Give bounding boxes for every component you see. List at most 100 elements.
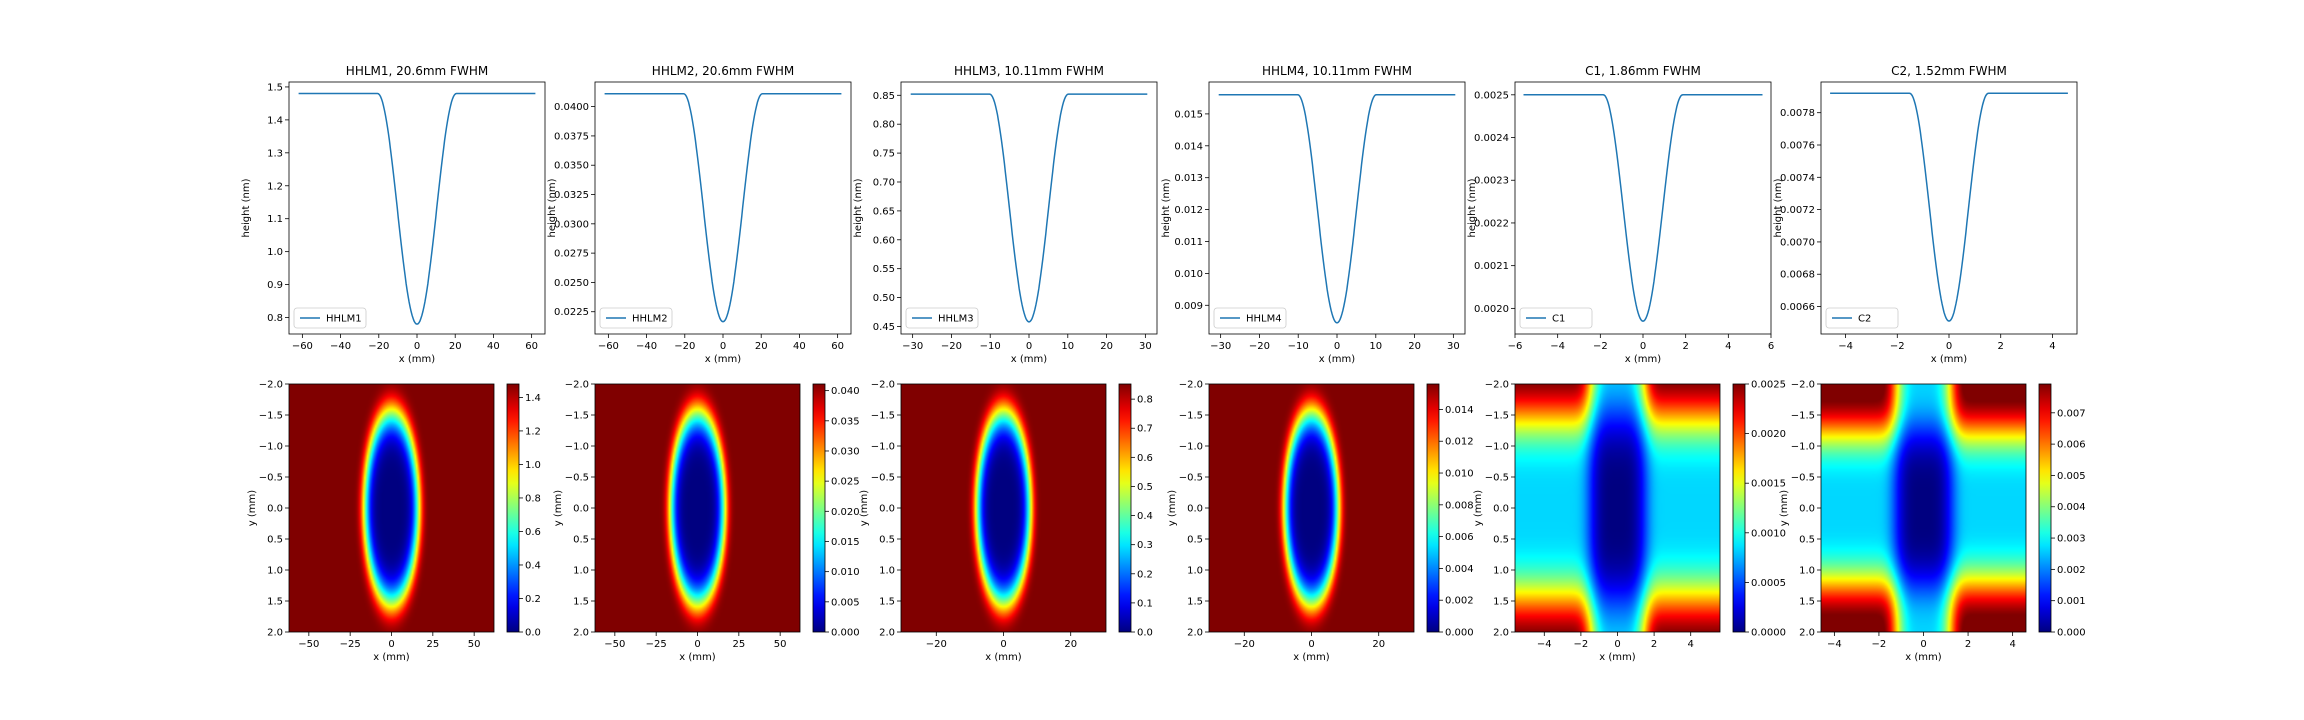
y-tick-label: 0.0 (267, 504, 283, 515)
y-tick-label: 0.0300 (554, 219, 589, 230)
x-tick-label: 20 (755, 341, 768, 352)
y-tick-label: 0.012 (1174, 205, 1203, 216)
chart-title: HHLM2, 20.6mm FWHM (652, 64, 794, 78)
x-tick-label: 25 (426, 639, 439, 650)
y-tick-label: 0.015 (1174, 109, 1203, 120)
x-tick-label: −2 (1872, 639, 1887, 650)
y-tick-label: 0.013 (1174, 173, 1203, 184)
y-tick-label: 0.8 (267, 313, 283, 324)
colorbar-tick-label: 0.6 (1137, 453, 1153, 464)
y-tick-label: 2.0 (1493, 628, 1509, 639)
x-tick-label: 10 (1061, 341, 1074, 352)
colorbar-tick-label: 0.7 (1137, 424, 1153, 435)
colorbar-tick-label: 0.020 (831, 507, 860, 518)
colorbar-tick-label: 0.007 (2057, 408, 2086, 419)
legend: HHLM1 (293, 307, 367, 329)
colorbar-tick-label: 0.010 (831, 567, 860, 578)
x-tick-label: −20 (1249, 341, 1270, 352)
y-tick-label: 0.85 (873, 91, 895, 102)
x-tick-label: 2 (1965, 639, 1971, 650)
x-tick-label: −4 (1537, 639, 1552, 650)
y-tick-label: 0.011 (1174, 237, 1203, 248)
y-tick-label: 2.0 (1187, 628, 1203, 639)
chart-title: HHLM3, 10.11mm FWHM (954, 64, 1104, 78)
y-axis-label: height (nm) (241, 178, 252, 237)
axes-frame (288, 81, 546, 335)
y-tick-label: 0.5 (1187, 535, 1203, 546)
x-tick-label: 20 (1372, 639, 1385, 650)
y-tick-label: 0.0400 (554, 102, 589, 113)
x-tick-label: −4 (1838, 341, 1853, 352)
series-line (604, 92, 842, 323)
x-tick-label: 25 (732, 639, 745, 650)
line-chart-3: HHLM3, 10.11mm FWHM −30 −20 −10 0 10 20 30 0.45 0… (853, 64, 1158, 365)
y-tick-label: 0.0070 (1780, 237, 1815, 248)
y-tick-label: 0.009 (1174, 301, 1203, 312)
colorbar-tick-label: 0.002 (1445, 596, 1474, 607)
line-chart-5: C1, 1.86mm FWHM −6 −4 −2 0 2 4 6 0.0020 0.0021 0.0… (1467, 64, 1774, 365)
y-tick-label: 0.0074 (1780, 173, 1815, 184)
colorbar-gradient (1118, 383, 1132, 633)
y-tick-label: 0.0 (1187, 504, 1203, 515)
y-tick-label: 1.4 (267, 115, 283, 126)
x-axis-label: x (mm) (1625, 354, 1661, 365)
heatmap-image (1821, 384, 2026, 632)
y-tick-label: 1.5 (1493, 597, 1509, 608)
y-tick-label: 0.5 (267, 535, 283, 546)
y-tick-label: −1.0 (1791, 442, 1815, 453)
y-tick-label: 0.0066 (1780, 302, 1815, 313)
y-tick-label: −1.5 (871, 411, 895, 422)
legend: HHLM3 (905, 307, 979, 329)
y-tick-label: 0.0022 (1474, 218, 1509, 229)
colorbar-tick-label: 0.0020 (1751, 429, 1786, 440)
heatmap-4: −20 0 20 −2.0 −1.5 −1.0 −0.5 0.0 0.5 1.0 1.5 2.0 x (… (1167, 380, 1474, 664)
colorbar-tick-label: 0.001 (2057, 596, 2086, 607)
axes-frame (594, 81, 852, 335)
x-tick-label: −30 (1210, 341, 1231, 352)
y-tick-label: 0.0068 (1780, 270, 1815, 281)
chart-title: C1, 1.86mm FWHM (1585, 64, 1701, 78)
line-chart-6: C2, 1.52mm FWHM −4 −2 0 2 4 0.0066 0.0068 0.0070… (1773, 64, 2078, 365)
legend-box (1519, 307, 1593, 329)
y-tick-label: −1.5 (259, 411, 283, 422)
colorbar-gradient (812, 383, 826, 633)
colorbar-tick-label: 0.0 (525, 628, 541, 639)
y-tick-label: 0.0 (573, 504, 589, 515)
x-tick-label: −25 (646, 639, 667, 650)
colorbar-tick-label: 0.0025 (1751, 380, 1786, 391)
x-axis-label: x (mm) (985, 652, 1021, 663)
colorbar-tick-label: 0.2 (1137, 569, 1153, 580)
y-tick-label: −1.0 (565, 442, 589, 453)
axes-frame (1514, 81, 1772, 335)
colorbar-tick-label: 0.008 (1445, 500, 1474, 511)
y-tick-label: −0.5 (565, 473, 589, 484)
y-tick-label: 0.0023 (1474, 176, 1509, 187)
x-axis-label: x (mm) (1931, 354, 1967, 365)
x-axis-label: x (mm) (1293, 652, 1329, 663)
y-tick-label: 0.0024 (1474, 133, 1509, 144)
x-tick-label: 4 (1725, 341, 1731, 352)
x-tick-label: 20 (449, 341, 462, 352)
heatmap-6: −4 −2 0 2 4 −2.0 −1.5 −1.0 −0.5 0.0 0.5 1.0 1.5 2.0 x … (1779, 380, 2086, 664)
colorbar-tick-label: 0.000 (2057, 628, 2086, 639)
x-tick-label: −20 (674, 341, 695, 352)
x-tick-label: −2 (1593, 341, 1608, 352)
colorbar-tick-label: 0.025 (831, 477, 860, 488)
colorbar-tick-label: 0.006 (2057, 440, 2086, 451)
colorbar-tick-label: 0.8 (525, 493, 541, 504)
x-tick-label: 0 (694, 639, 700, 650)
x-tick-label: −50 (298, 639, 319, 650)
x-tick-label: −10 (980, 341, 1001, 352)
y-tick-label: 2.0 (879, 628, 895, 639)
y-tick-label: 1.5 (879, 597, 895, 608)
y-tick-label: 1.0 (1187, 566, 1203, 577)
x-axis-label: x (mm) (705, 354, 741, 365)
x-tick-label: −40 (330, 341, 351, 352)
y-tick-label: 0.5 (879, 535, 895, 546)
colorbar-tick-label: 0.3 (1137, 540, 1153, 551)
x-tick-label: 0 (1334, 341, 1340, 352)
y-tick-label: 0.0325 (554, 190, 589, 201)
x-tick-label: 2 (1651, 639, 1657, 650)
colorbar-tick-label: 0.005 (2057, 471, 2086, 482)
x-axis-label: x (mm) (1319, 354, 1355, 365)
